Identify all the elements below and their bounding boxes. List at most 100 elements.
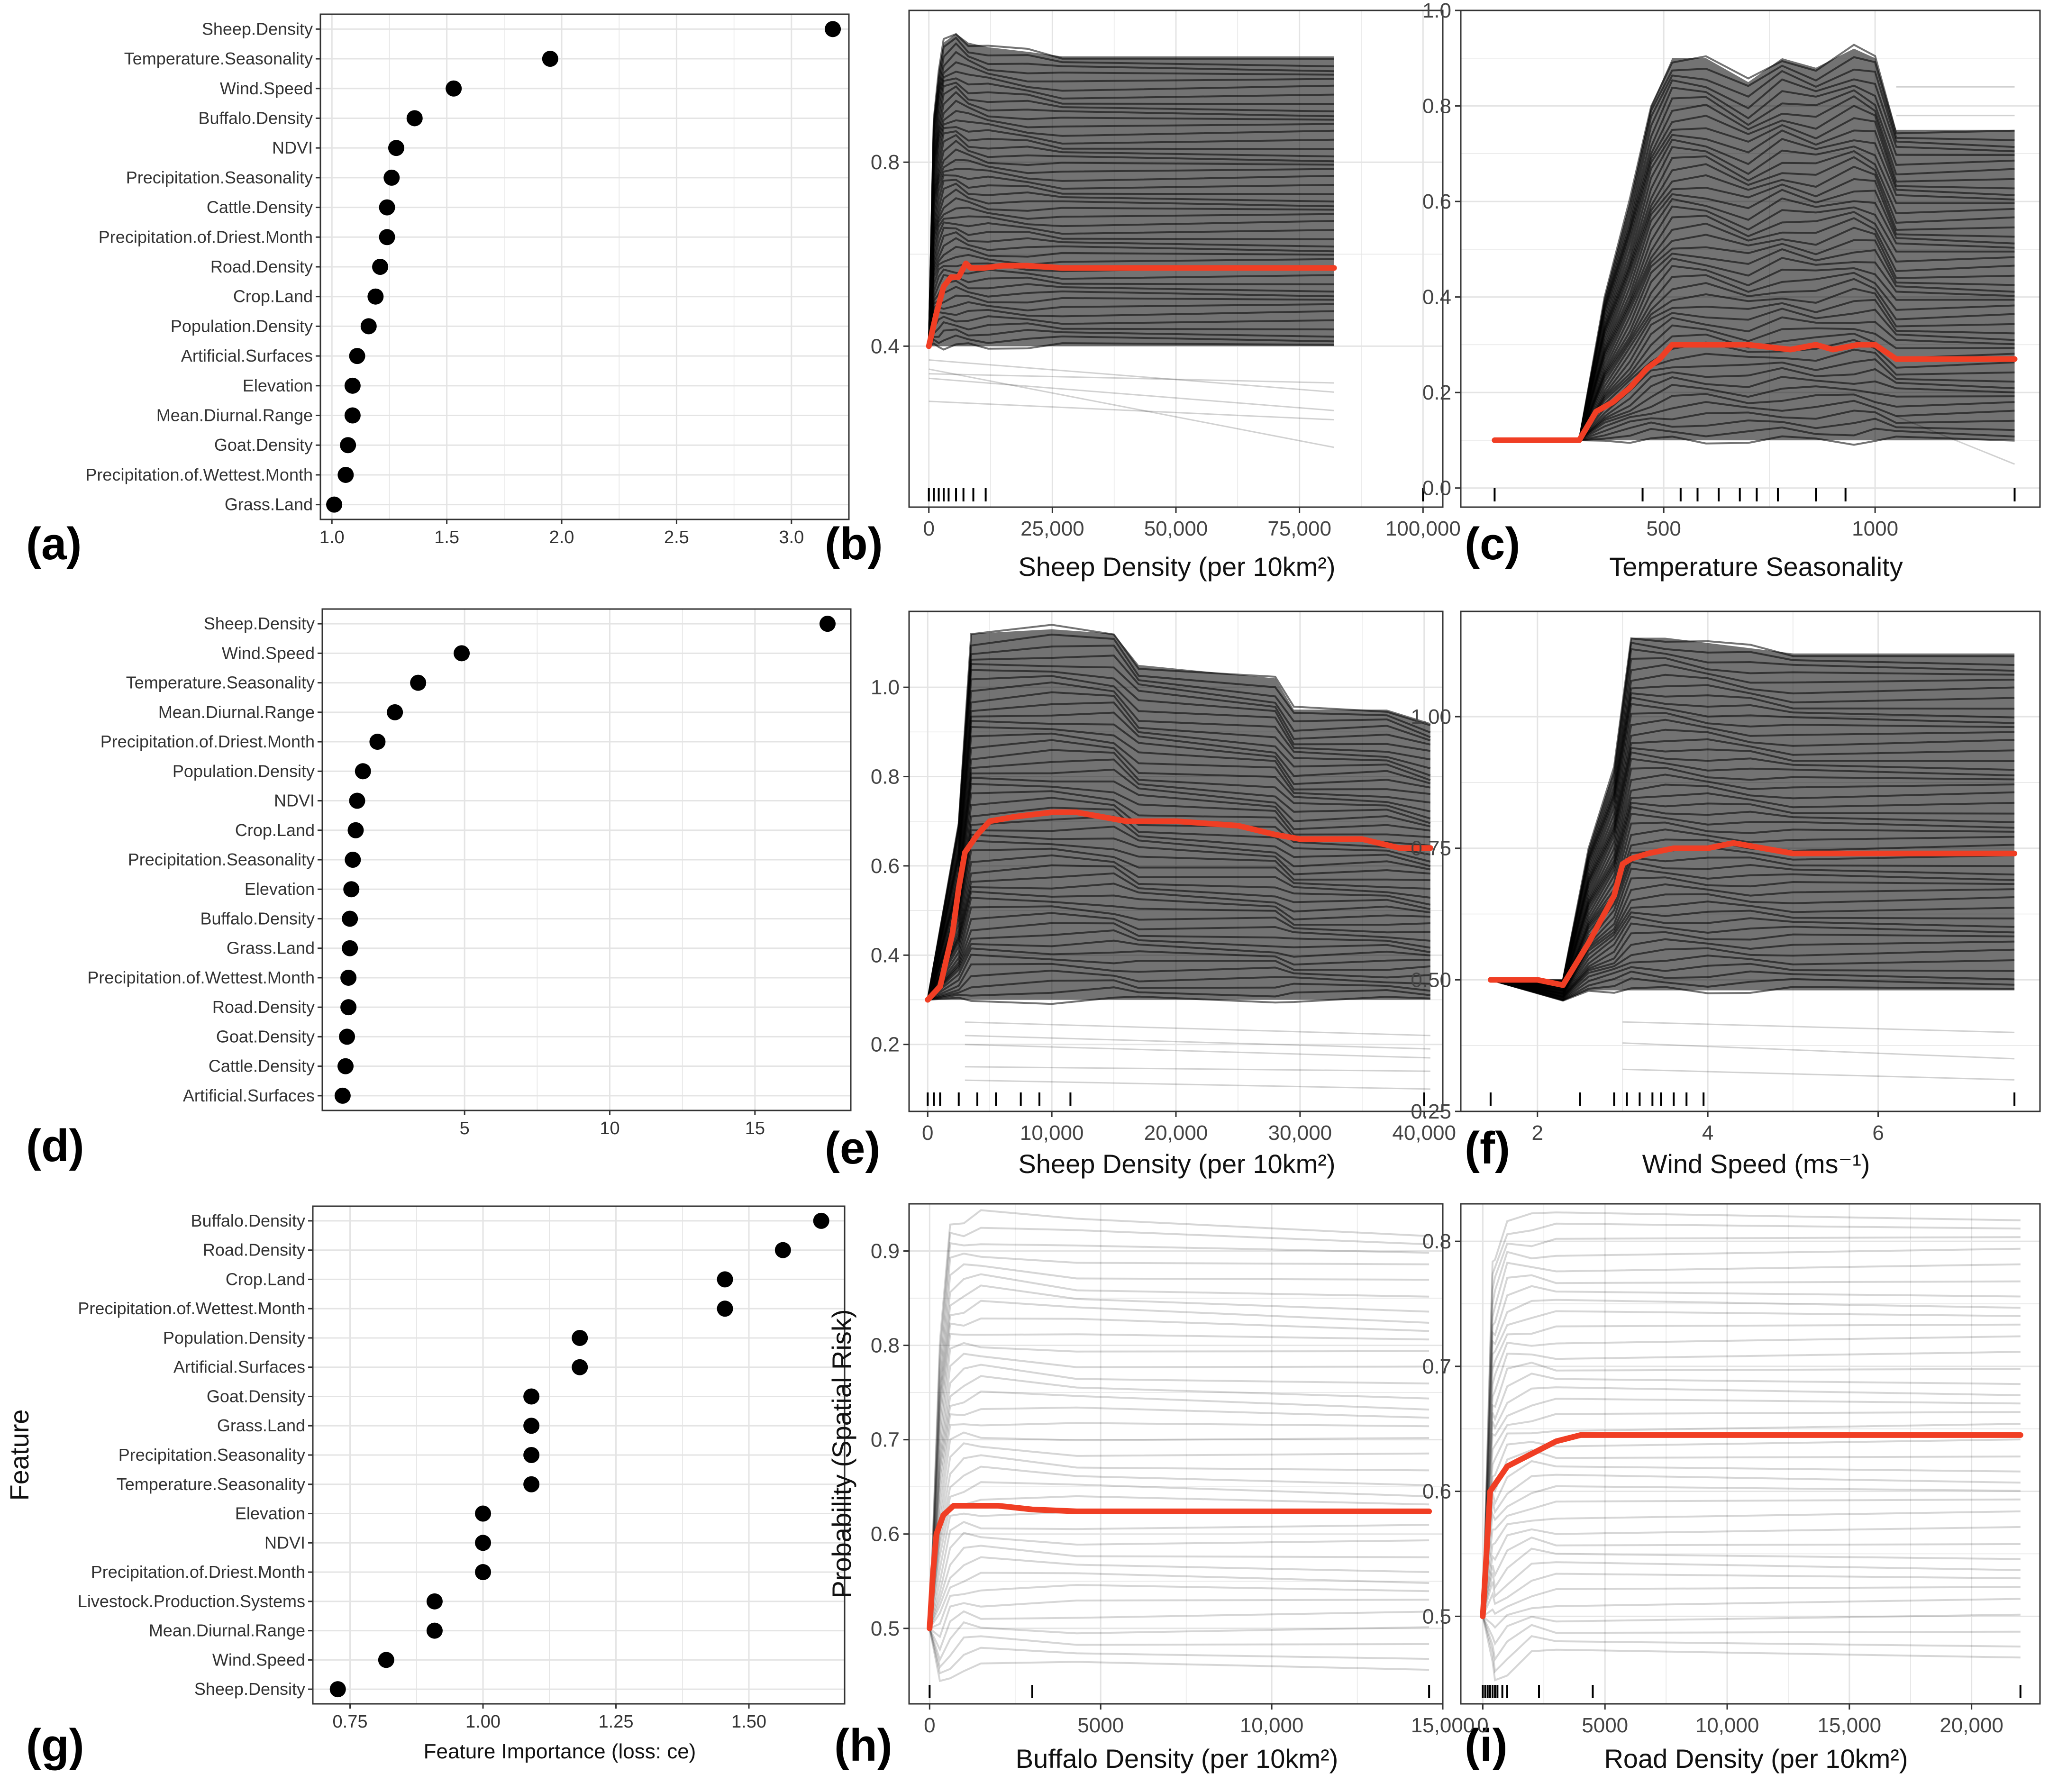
y-tick-label: 0.2 (871, 1033, 900, 1056)
ice-curve (929, 1628, 1430, 1669)
ice-curve (929, 1317, 1430, 1628)
importance-point (383, 169, 400, 186)
feature-label: Grass.Land (225, 495, 313, 514)
y-tick-label: 0.4 (1422, 286, 1451, 309)
ice-curve (1482, 1362, 2021, 1617)
x-tick-label: 15 (745, 1119, 765, 1138)
ice-curve (929, 1431, 1430, 1628)
ice-curve-light (965, 1021, 1430, 1037)
importance-point (475, 1535, 492, 1551)
ice-curve (929, 1481, 1430, 1629)
ice-curve (929, 1209, 1430, 1628)
ice-curve (1482, 1262, 2021, 1617)
ice-curve (1482, 1335, 2021, 1617)
x-tick-label: 1000 (1852, 517, 1898, 540)
panel-g: (g) Buffalo.Density Road.Density Crop.Land P… (4, 1205, 846, 1771)
ice-curve (1482, 1616, 2021, 1662)
feature-label: Sheep.Density (204, 614, 315, 633)
feature-label: Livestock.Production.Systems (78, 1592, 305, 1611)
ice-curve (929, 1333, 1430, 1628)
panel-letter: (b) (825, 518, 883, 569)
importance-point (340, 999, 357, 1016)
ice-curve (1482, 1485, 2021, 1617)
panel-d: (d) Sheep.Density Wind.Speed Temperature.Se… (26, 608, 852, 1171)
importance-point (360, 318, 377, 335)
importance-point (339, 1028, 355, 1045)
feature-label: Temperature.Seasonality (126, 673, 315, 692)
ice-curve (929, 1531, 1430, 1629)
rug (1489, 1092, 2016, 1106)
ice-curve (929, 1422, 1430, 1628)
ice-curve-light (929, 400, 1334, 421)
ice-curve-light (965, 1035, 1430, 1050)
x-tick-label: 10 (600, 1119, 619, 1138)
x-tick-label: 5000 (1077, 1714, 1124, 1737)
ice-density-band (929, 33, 1334, 346)
importance-point (813, 1212, 829, 1229)
importance-point (343, 881, 360, 898)
x-tick-label: 0 (923, 517, 934, 540)
importance-point (387, 704, 403, 720)
importance-point (379, 229, 395, 246)
ice-density-band (1490, 637, 2015, 1001)
x-tick-label: 20,000 (1940, 1714, 2003, 1737)
x-tick-label: 2.0 (549, 528, 574, 547)
panel-e: (e) 0 10,000 20,000 30,000 40,000 0.2 0.4 0.6 0.8… (825, 610, 1456, 1179)
ice-curve-light (965, 1066, 1430, 1072)
ice-curve-light (965, 1044, 1430, 1059)
feature-label: Mean.Diurnal.Range (158, 702, 315, 722)
importance-point (337, 1058, 354, 1074)
ice-curve (1482, 1423, 2021, 1617)
feature-label: Precipitation.of.Driest.Month (99, 227, 313, 246)
feature-label: Precipitation.of.Wettest.Month (87, 968, 315, 987)
feature-label: Elevation (243, 376, 313, 395)
feature-label: Grass.Land (227, 938, 315, 958)
ice-curve (1482, 1616, 2021, 1674)
ice-curve-light (929, 373, 1334, 384)
x-tick-label: 6 (1872, 1121, 1884, 1145)
importance-point (342, 940, 358, 956)
ice-curve-light (929, 377, 1334, 411)
x-tick-label: 0 (922, 1121, 933, 1145)
ice-curve (929, 1545, 1430, 1629)
importance-point (542, 51, 558, 67)
ice-curve (929, 1390, 1430, 1628)
importance-point (426, 1593, 443, 1610)
importance-point (523, 1476, 540, 1492)
panel-border (1460, 9, 2041, 508)
ice-curve (1482, 1510, 2021, 1617)
importance-point (523, 1418, 540, 1434)
gridlines (313, 1206, 845, 1704)
panel-i: (i)0 5000 10,000 15,000 20,000 0.5 0.6 0.7 0.8 Ro… (1422, 1203, 2041, 1774)
importance-point (379, 199, 395, 216)
x-tick-label: 1.50 (731, 1712, 766, 1732)
y-tick-label: 1.0 (1422, 0, 1451, 22)
ice-curve (929, 1300, 1430, 1628)
ice-curve (1482, 1598, 2021, 1629)
gridlines (320, 14, 849, 519)
importance-point (774, 1242, 791, 1258)
ice-curves (929, 1209, 1430, 1683)
pdp-line (1492, 342, 2018, 443)
panel-letter: (h) (834, 1720, 892, 1771)
importance-point (410, 674, 427, 691)
ice-density-band (1494, 48, 2015, 440)
panel-f: (f) 2 4 6 0.25 0.50 0.75 1.00 Wind Speed (ms⁻¹) (1411, 610, 2041, 1179)
feature-label: Crop.Land (235, 820, 315, 840)
rug (928, 488, 1424, 501)
panel-letter: (c) (1465, 518, 1520, 569)
importance-point (344, 377, 361, 394)
ice-curves (1482, 1211, 2021, 1682)
importance-point (454, 645, 470, 662)
feature-label: Temperature.Seasonality (117, 1474, 305, 1494)
x-axis-title: Sheep Density (per 10km²) (1018, 552, 1335, 582)
importance-point (717, 1301, 733, 1317)
feature-label: Crop.Land (226, 1269, 305, 1289)
ice-curve (1482, 1351, 2021, 1617)
panel-letter: (g) (26, 1720, 84, 1771)
x-tick-label: 2 (1531, 1121, 1543, 1145)
panel-a: (a) Sheep.Density Temperature.Seasonality W… (26, 13, 850, 569)
ice-curves (1490, 637, 2015, 1081)
x-tick-label: 15,000 (1818, 1714, 1882, 1737)
